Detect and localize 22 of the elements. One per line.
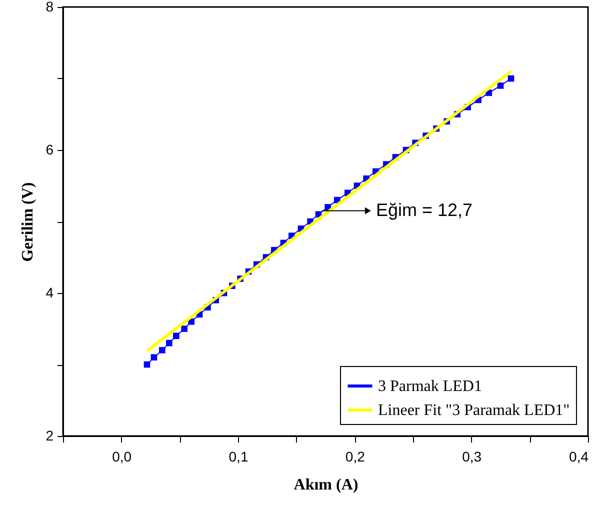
point xyxy=(173,332,180,340)
legend-label: 3 Parmak LED1 xyxy=(378,378,482,395)
y-tick-label: 2 xyxy=(46,428,54,444)
x-tick-label: 0,0 xyxy=(112,448,132,464)
x-tick-label: 0,4 xyxy=(569,448,589,464)
y-tick-label: 6 xyxy=(46,142,54,158)
legend-label: Lineer Fit "3 Paramak LED1" xyxy=(378,402,570,419)
point xyxy=(497,82,504,89)
x-axis-title: Akım (A) xyxy=(294,476,358,494)
annotation: Eğim = 12,7 xyxy=(376,200,473,220)
point xyxy=(144,361,150,368)
x-tick-label: 0,2 xyxy=(345,448,366,464)
x-tick-label: 0,1 xyxy=(228,448,248,464)
point xyxy=(508,75,514,82)
point xyxy=(159,347,166,354)
point xyxy=(150,354,158,361)
x-tick-label: 0,3 xyxy=(462,448,482,464)
y-tick-label: 4 xyxy=(46,284,54,300)
y-tick-label: 8 xyxy=(46,0,54,14)
y-axis-title: Gerilim (V) xyxy=(20,182,37,262)
point xyxy=(181,326,188,332)
point xyxy=(166,340,172,346)
